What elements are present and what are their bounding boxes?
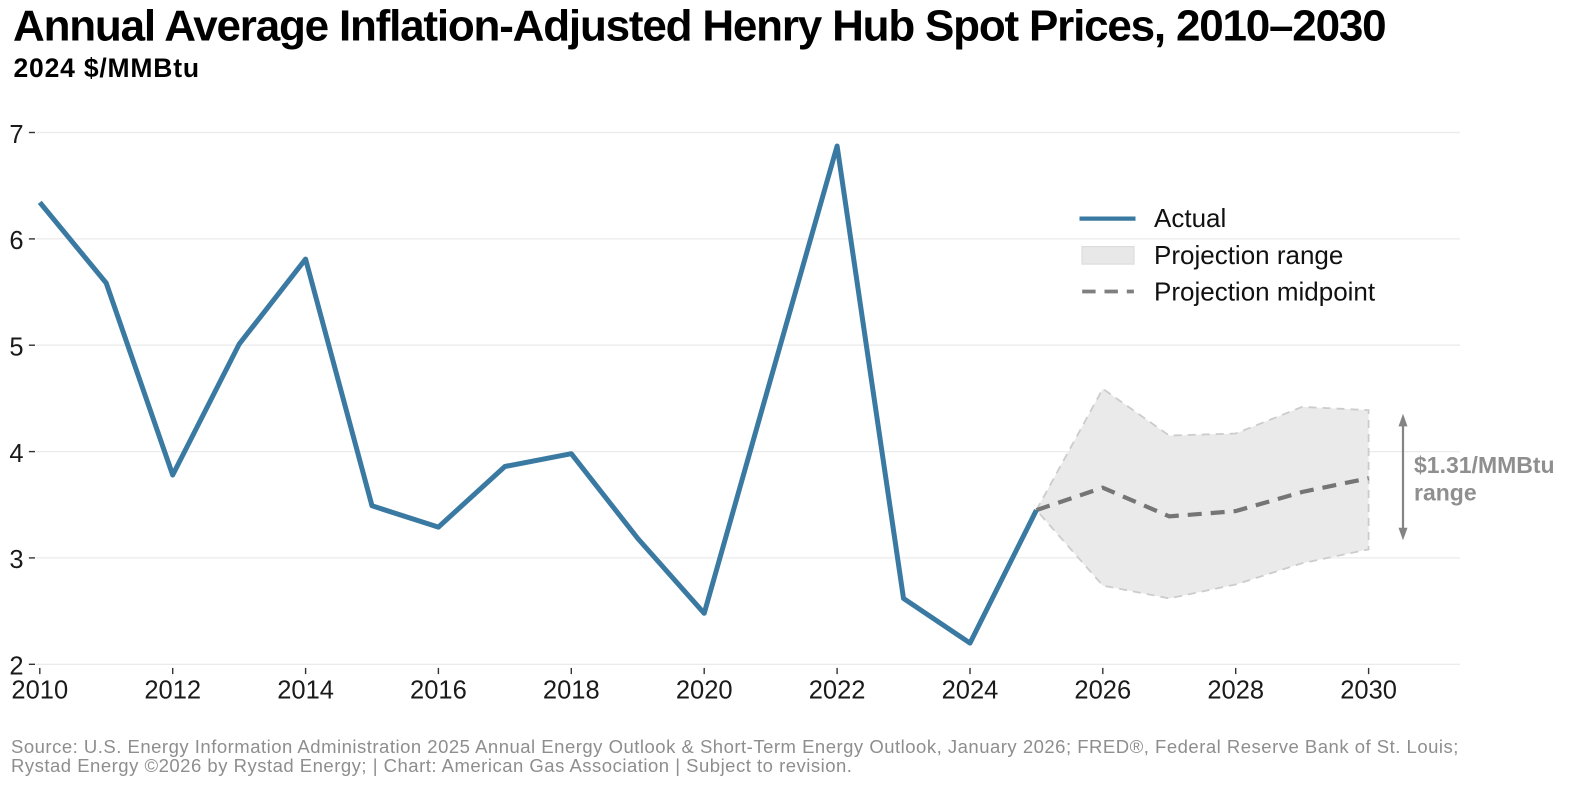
svg-text:$1.31/MMBtu: $1.31/MMBtu <box>1414 452 1555 478</box>
svg-text:2020: 2020 <box>676 677 733 705</box>
svg-text:Projection midpoint: Projection midpoint <box>1154 277 1376 307</box>
svg-text:2024: 2024 <box>942 677 999 705</box>
svg-text:Actual: Actual <box>1154 203 1226 233</box>
svg-text:2030: 2030 <box>1340 677 1397 705</box>
svg-text:2014: 2014 <box>277 677 334 705</box>
svg-text:range: range <box>1414 479 1477 505</box>
svg-text:2010: 2010 <box>11 677 68 705</box>
svg-text:Source: U.S. Energy Informatio: Source: U.S. Energy Information Administ… <box>11 736 1459 757</box>
svg-text:2: 2 <box>9 653 23 681</box>
svg-text:5: 5 <box>9 334 23 362</box>
svg-text:2022: 2022 <box>809 677 866 705</box>
svg-text:4: 4 <box>9 440 23 468</box>
svg-text:2018: 2018 <box>543 677 600 705</box>
svg-text:2026: 2026 <box>1074 677 1131 705</box>
svg-text:6: 6 <box>9 227 23 255</box>
svg-text:Rystad Energy ©2026 by Rystad: Rystad Energy ©2026 by Rystad Energy; | … <box>11 755 852 776</box>
svg-text:2024 $/MMBtu: 2024 $/MMBtu <box>14 53 200 83</box>
svg-text:Annual Average Inflation-Adjus: Annual Average Inflation-Adjusted Henry … <box>13 2 1385 51</box>
svg-text:3: 3 <box>9 546 23 574</box>
svg-text:2028: 2028 <box>1207 677 1264 705</box>
svg-text:2016: 2016 <box>410 677 467 705</box>
svg-text:2012: 2012 <box>144 677 201 705</box>
svg-text:Projection range: Projection range <box>1154 240 1343 270</box>
svg-text:7: 7 <box>9 121 23 149</box>
